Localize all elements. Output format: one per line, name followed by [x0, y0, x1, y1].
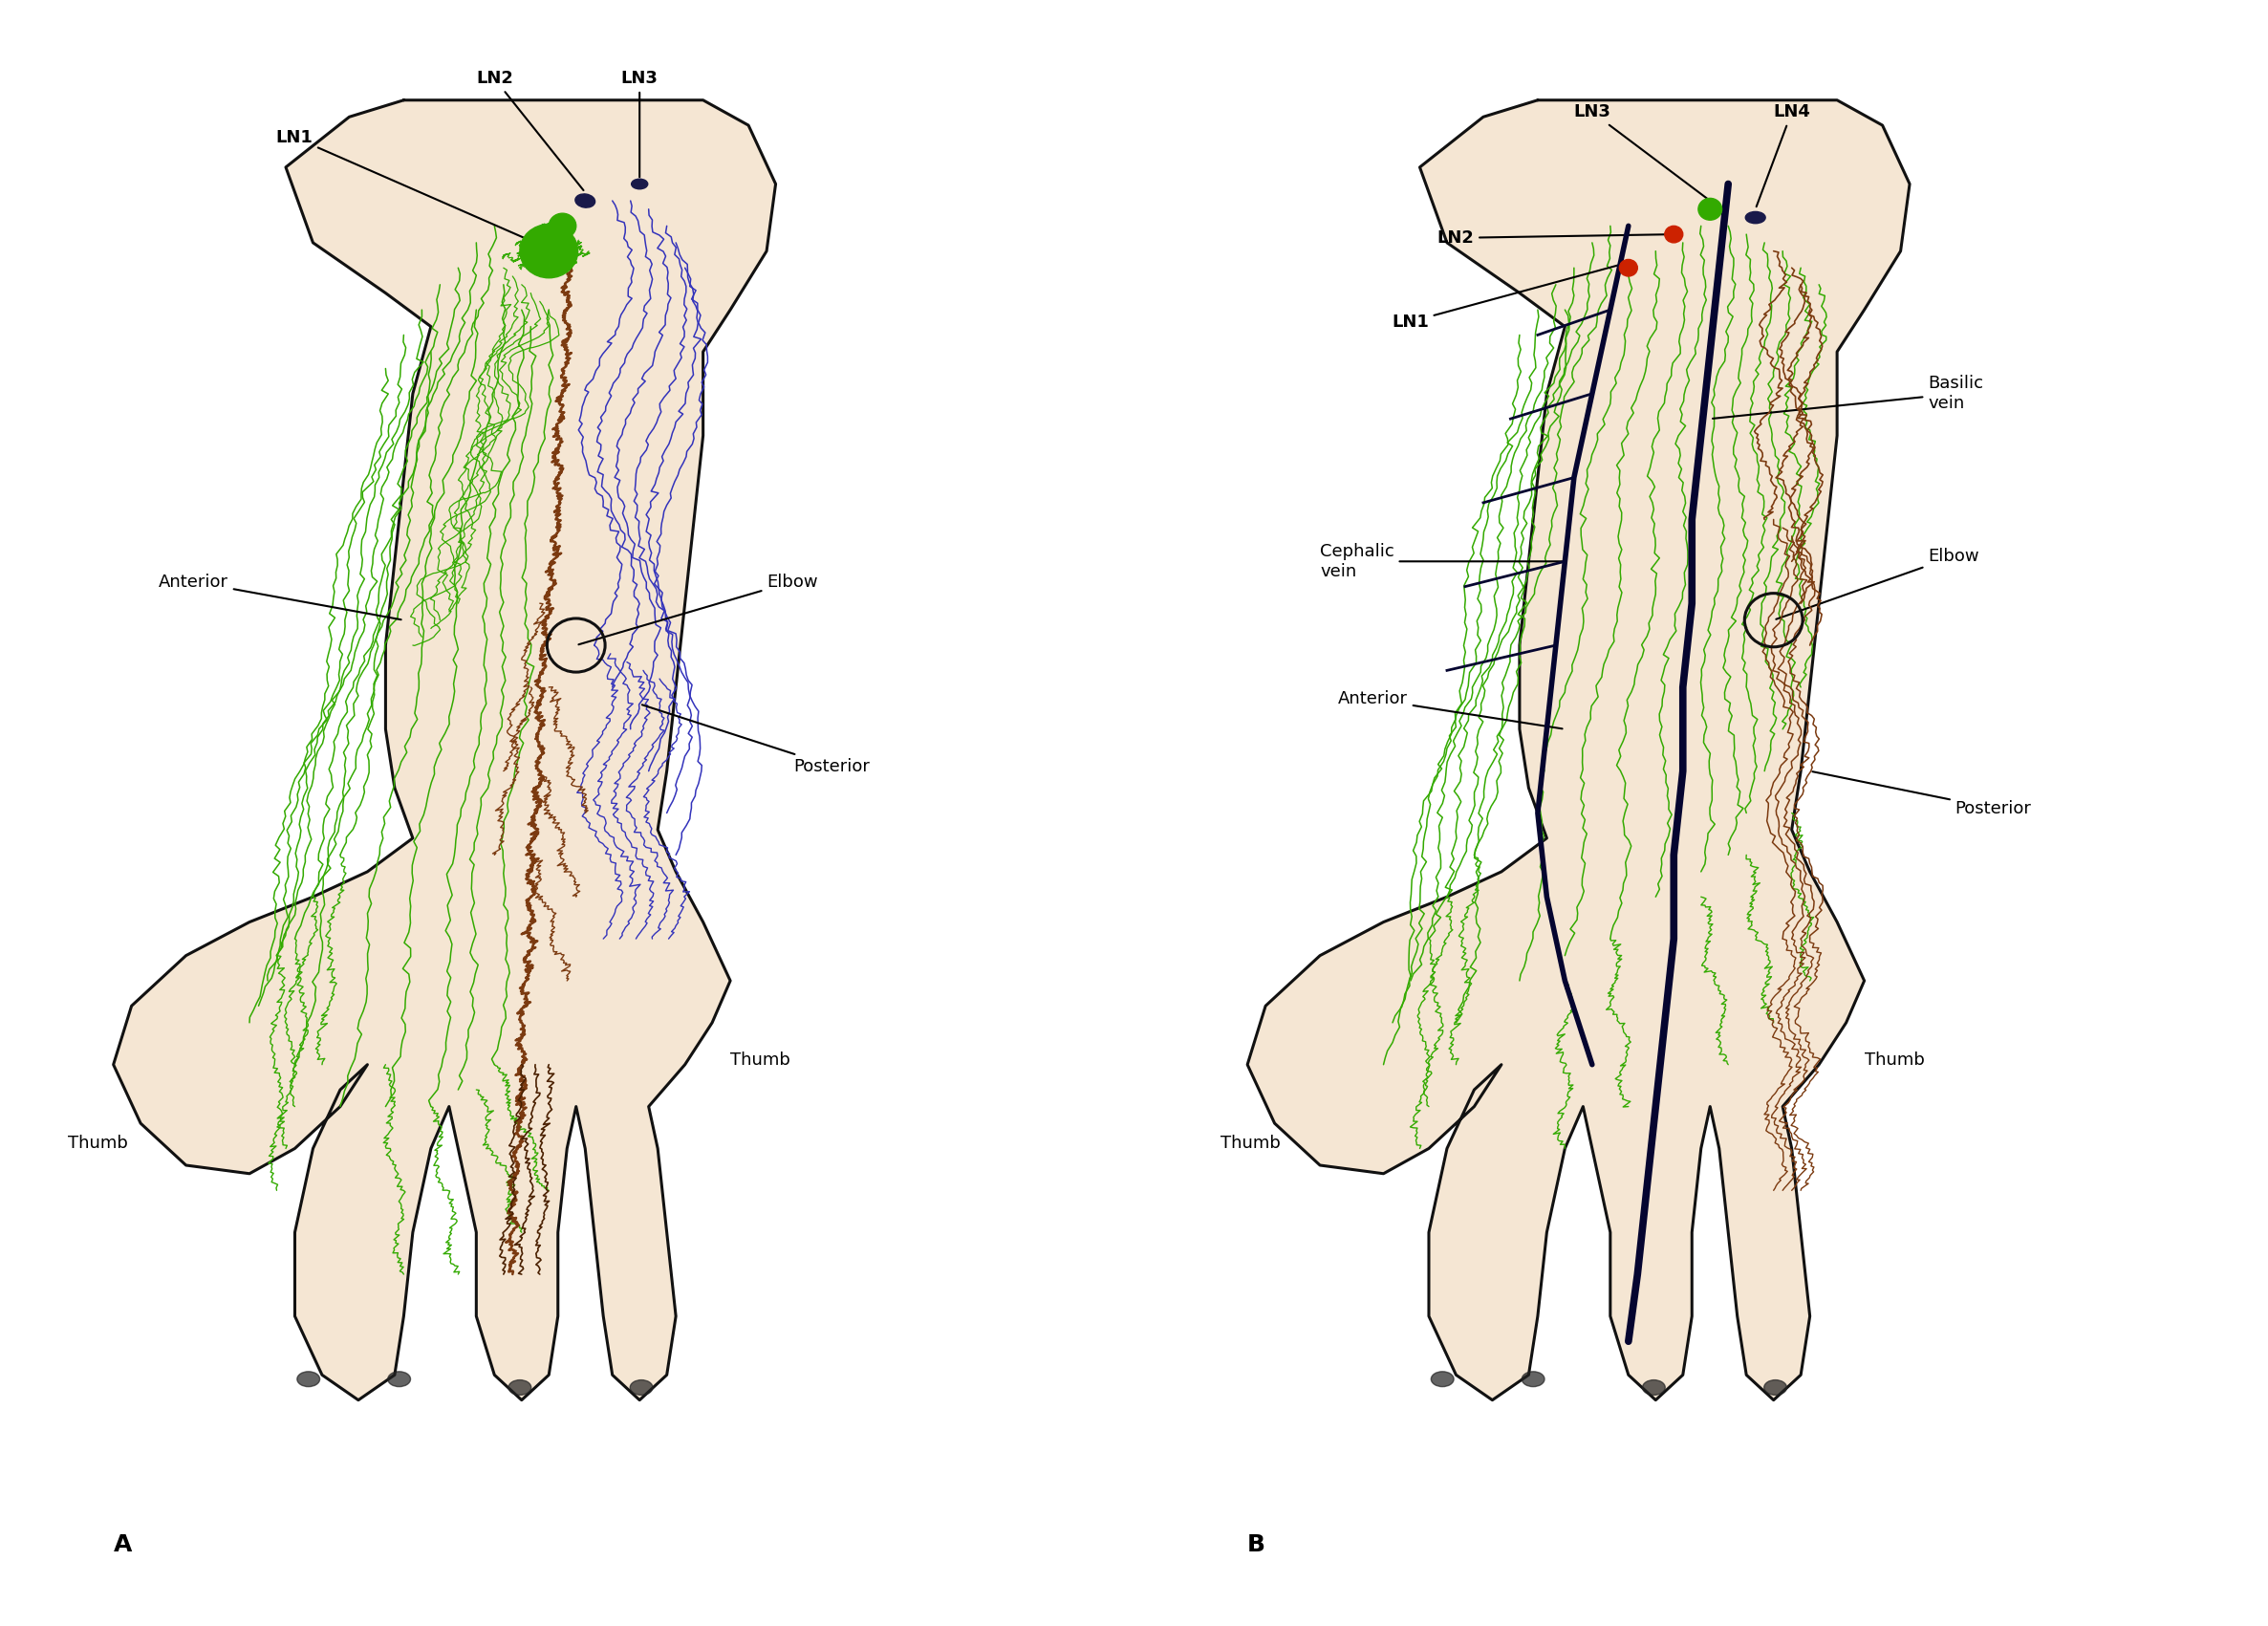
Ellipse shape [1746, 211, 1765, 223]
Text: LN2: LN2 [1438, 229, 1672, 247]
Text: Posterior: Posterior [1812, 772, 2032, 816]
Polygon shape [113, 101, 776, 1400]
Ellipse shape [1765, 1380, 1787, 1395]
Ellipse shape [576, 193, 594, 208]
Text: LN3: LN3 [621, 70, 658, 177]
Text: LN1: LN1 [1393, 265, 1622, 330]
Text: Thumb: Thumb [68, 1135, 127, 1153]
Circle shape [1665, 226, 1683, 242]
Ellipse shape [631, 179, 649, 189]
Text: Anterior: Anterior [159, 574, 401, 620]
Text: LN1: LN1 [277, 128, 533, 242]
Polygon shape [1247, 101, 1910, 1400]
Ellipse shape [388, 1372, 411, 1387]
Ellipse shape [1522, 1372, 1545, 1387]
Text: LN4: LN4 [1755, 104, 1810, 207]
Text: Basilic
vein: Basilic vein [1712, 376, 1982, 418]
Ellipse shape [1642, 1380, 1665, 1395]
Circle shape [549, 213, 576, 239]
Text: Thumb: Thumb [730, 1052, 789, 1068]
Text: Elbow: Elbow [1776, 548, 1980, 620]
Text: Anterior: Anterior [1338, 691, 1563, 728]
Text: A: A [113, 1533, 132, 1556]
Text: Cephalic
vein: Cephalic vein [1320, 543, 1563, 580]
Circle shape [519, 224, 578, 278]
Text: Thumb: Thumb [1220, 1135, 1279, 1153]
Text: Posterior: Posterior [642, 704, 871, 776]
Text: B: B [1247, 1533, 1266, 1556]
Circle shape [1699, 198, 1721, 220]
Ellipse shape [631, 1380, 653, 1395]
Text: Thumb: Thumb [1864, 1052, 1923, 1068]
Ellipse shape [508, 1380, 531, 1395]
Ellipse shape [1431, 1372, 1454, 1387]
Text: LN3: LN3 [1574, 104, 1708, 198]
Ellipse shape [297, 1372, 320, 1387]
Circle shape [1619, 260, 1637, 276]
Text: LN2: LN2 [476, 70, 583, 190]
Text: Elbow: Elbow [578, 574, 819, 644]
